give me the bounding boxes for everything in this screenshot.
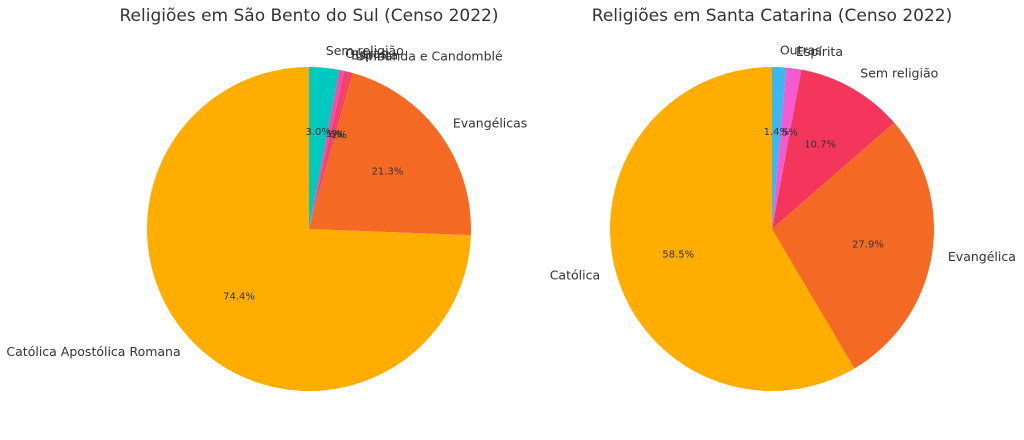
slice-label: Evangélica bbox=[948, 249, 1016, 264]
value-label: 10.7% bbox=[804, 140, 836, 151]
slice-label: Católica Apostólica Romana bbox=[6, 344, 180, 359]
pie-slice bbox=[309, 69, 345, 229]
value-label: 1.5% bbox=[772, 128, 797, 139]
pie-slice bbox=[610, 67, 855, 391]
pie-slice bbox=[309, 67, 340, 229]
slice-label: Outras bbox=[780, 42, 822, 57]
slice-label: Católica bbox=[550, 268, 600, 283]
value-label: 0.2% bbox=[322, 130, 347, 141]
slice-label: Espírita bbox=[351, 47, 398, 62]
value-label: 27.9% bbox=[852, 240, 884, 251]
pie-slice bbox=[772, 122, 934, 369]
pie-slice bbox=[309, 70, 351, 229]
slice-label: Sem religião bbox=[326, 43, 404, 58]
value-label: 0.5% bbox=[316, 129, 341, 140]
value-label: 58.5% bbox=[662, 250, 694, 261]
slice-label: Espírita bbox=[796, 44, 843, 59]
pie-slice bbox=[309, 72, 471, 236]
pie-slice bbox=[772, 67, 787, 229]
pie-slice bbox=[309, 72, 353, 229]
pie-slice bbox=[772, 69, 895, 229]
chart-title: Religiões em Santa Catarina (Censo 2022) bbox=[592, 6, 952, 26]
value-label: 1.4% bbox=[764, 127, 789, 138]
pie-slice bbox=[772, 67, 802, 229]
value-label: 21.3% bbox=[372, 167, 404, 178]
slice-label: Evangélicas bbox=[453, 115, 527, 130]
slice-label: Outras bbox=[345, 46, 387, 61]
value-label: 0.6% bbox=[319, 130, 344, 141]
chart-title: Religiões em São Bento do Sul (Censo 202… bbox=[120, 6, 499, 26]
slice-label: Sem religião bbox=[860, 66, 938, 81]
slice-label: Umbanda e Candomblé bbox=[355, 48, 503, 63]
value-label: 74.4% bbox=[223, 291, 255, 302]
pie-slice bbox=[146, 67, 471, 391]
value-label: 3.0% bbox=[305, 127, 330, 138]
